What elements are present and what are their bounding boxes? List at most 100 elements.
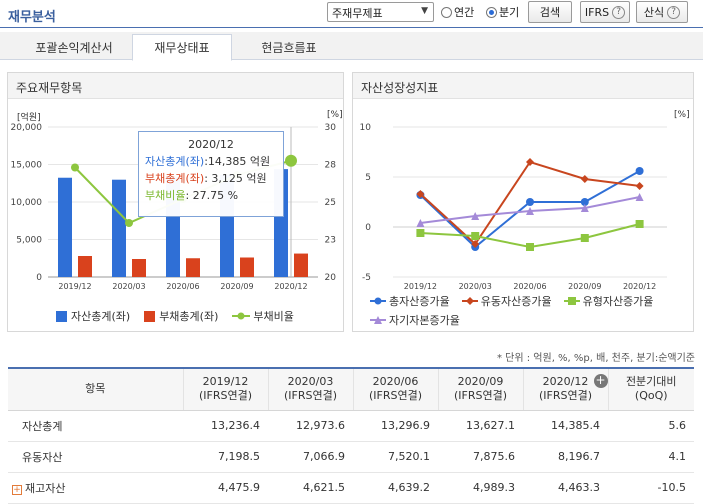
panel-title: 자산성장성지표 [353, 73, 693, 99]
formula-help-button[interactable]: 산식 ? [636, 1, 688, 23]
x-tick-label: 2020/06 [166, 282, 199, 291]
legend-square-icon [563, 297, 580, 305]
formula-label: 산식 [643, 6, 665, 19]
bar-total-liabilities [294, 253, 308, 277]
unit-note: * 단위 : 억원, %, %p, 배, 천주, 분기:순액기준 [496, 353, 695, 364]
x-tick-label: 2020/09 [568, 282, 601, 291]
growth-point-triangle [635, 193, 644, 201]
legend-item[interactable]: 자산총계(좌) [56, 308, 130, 324]
table-cell: 4,475.9 [183, 472, 268, 504]
table-row: 유동자산 7,198.5 7,066.9 7,520.1 7,875.6 8,1… [8, 441, 694, 473]
expand-all-icon[interactable]: + [593, 373, 608, 388]
legend-circle-icon [370, 297, 386, 305]
tab-label: 재무상태표 [154, 41, 210, 55]
y-tick-label: 10 [360, 123, 372, 133]
table-row: + 재고자산 4,475.9 4,621.5 4,639.2 4,989.3 4,… [8, 472, 694, 504]
table-cell: 8,196.7 [523, 441, 608, 473]
expand-row-icon[interactable]: + [12, 484, 22, 495]
question-icon: ? [612, 5, 626, 19]
y-tick-label-right: 23 [325, 236, 336, 246]
tab-label: 포괄손익계산서 [35, 40, 113, 55]
legend-label: 부채비율 [253, 310, 294, 323]
radio-quarter[interactable]: 분기 [486, 4, 519, 20]
table-cell: 12,973.6 [268, 410, 353, 442]
header-subtext: (IFRS연결) [538, 389, 593, 403]
tab-balance-sheet[interactable]: 재무상태표 [132, 34, 232, 61]
table-header: 2020/06 (IFRS연결) [352, 368, 438, 411]
table-header: 전분기대비 (QoQ) [607, 368, 694, 411]
table-cell: 7,066.9 [268, 441, 353, 473]
table-cell: 14,385.4 [523, 410, 608, 442]
growth-point-triangle [580, 204, 589, 212]
table-cell: 5.6 [608, 410, 694, 442]
growth-point-triangle [526, 207, 534, 215]
tooltip-ratio-label: 부채비율 [145, 189, 186, 202]
header-divider [0, 27, 703, 28]
legend-label: 총자산증가율 [389, 295, 450, 308]
chart-tooltip: 2020/12 자산총계(좌):14,385 억원 부채총계(좌): 3,125… [138, 131, 284, 217]
search-button-label: 검색 [539, 6, 561, 19]
legend-label: 자기자본증가율 [389, 314, 460, 327]
header-text: 항목 [85, 382, 106, 396]
x-tick-label: 2020/09 [220, 282, 253, 291]
asset-growth-legend: 총자산증가율 유동자산증가율 유형자산증가율 자기자본증가율 [370, 293, 690, 328]
growth-point-square [580, 234, 589, 242]
legend-item[interactable]: 유형자산증가율 [563, 293, 653, 309]
bar-total-assets [112, 179, 126, 277]
legend-item[interactable]: 총자산증가율 [370, 293, 450, 309]
growth-point-square [471, 232, 480, 240]
key-financials-legend: 자산총계(좌) 부채총계(좌) 부채비율 [56, 308, 294, 324]
y-tick-label: -5 [362, 273, 371, 283]
asset-growth-panel: 자산성장성지표 [352, 72, 694, 332]
table-cell: 4,989.3 [438, 472, 523, 504]
ifrs-help-button[interactable]: IFRS ? [580, 1, 630, 23]
table-cell: 4,639.2 [353, 472, 438, 504]
bar-total-liabilities [78, 256, 92, 277]
header-text: 2020/12 [542, 375, 589, 389]
table-cell: 7,520.1 [353, 441, 438, 473]
growth-point-square [416, 229, 425, 237]
table-row: 자산총계 13,236.4 12,973.6 13,296.9 13,627.1… [8, 410, 694, 442]
tooltip-liabilities-label: 부채총계(좌) [145, 172, 205, 185]
legend-item[interactable]: 유동자산증가율 [461, 293, 552, 309]
radio-annual[interactable]: 연간 [441, 4, 474, 20]
debt-ratio-point [125, 219, 133, 227]
legend-swatch-icon [56, 310, 67, 322]
y-tick-label-left: 10,000 [11, 198, 43, 208]
tab-bar [0, 32, 703, 60]
legend-item[interactable]: 부채비율 [232, 308, 294, 324]
legend-item[interactable]: 부채총계(좌) [144, 308, 218, 324]
table-cell: 4,463.3 [523, 472, 608, 504]
table-header-row: 항목 2019/12 (IFRS연결) 2020/03 (IFRS연결) 2020/… [8, 368, 694, 411]
tooltip-assets-label: 자산총계(좌) [145, 155, 205, 168]
legend-label: 자산총계(좌) [71, 310, 131, 323]
growth-point-diamond [526, 158, 534, 166]
radio-quarter-icon [486, 6, 497, 18]
header-text: 2020/06 [372, 375, 419, 389]
search-button[interactable]: 검색 [528, 1, 572, 23]
tab-income-statement[interactable]: 포괄손익계산서 [18, 34, 130, 60]
left-axis-unit: [억원] [17, 113, 41, 123]
y-tick-label-right: 25 [325, 198, 336, 208]
growth-point-circle [580, 198, 589, 206]
y-tick-label: 5 [365, 173, 371, 183]
row-label-cell: + 재고자산 [8, 472, 183, 504]
table-cell: 4,621.5 [268, 472, 353, 504]
page-title: 재무분석 [8, 10, 56, 25]
tab-cash-flow[interactable]: 현금흐름표 [236, 34, 342, 60]
y-tick-label-right: 30 [325, 123, 337, 133]
table-cell: 13,296.9 [353, 410, 438, 442]
panel-title: 주요재무항목 [8, 73, 343, 99]
legend-item[interactable]: 자기자본증가율 [370, 312, 460, 328]
header-text: 2020/09 [457, 375, 504, 389]
table-cell: 7,198.5 [183, 441, 268, 473]
legend-diamond-icon [461, 297, 478, 305]
x-tick-label: 2020/12 [623, 282, 656, 291]
chevron-down-icon: ▼ [421, 6, 428, 16]
growth-point-circle [526, 198, 534, 206]
row-label[interactable]: 재고자산 [25, 481, 66, 495]
header-subtext: (IFRS연결) [453, 389, 508, 403]
tooltip-period: 2020/12 [188, 138, 234, 151]
legend-swatch-icon [144, 310, 156, 322]
report-type-select[interactable]: 주재무제표 ▼ [327, 2, 434, 22]
